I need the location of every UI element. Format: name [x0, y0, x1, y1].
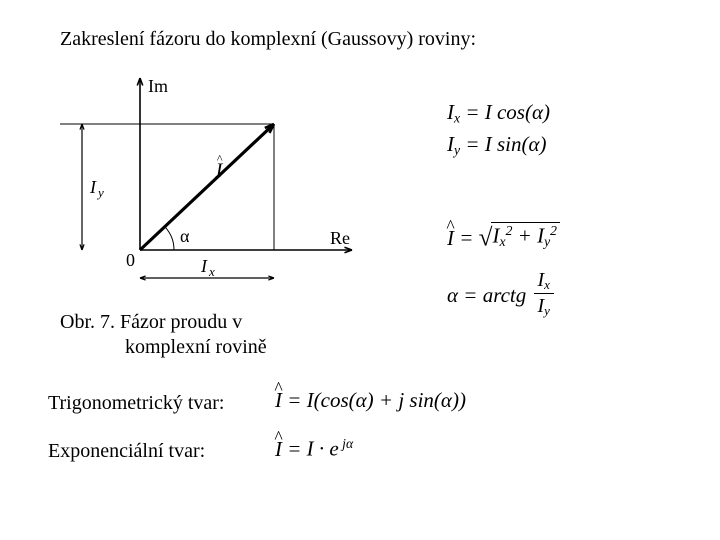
eq-alpha-den: I	[538, 295, 545, 317]
phasor-diagram: ImRe0αIxIy^I	[60, 70, 360, 300]
eq-exp-Ihat: I	[275, 437, 282, 462]
eq-Ix-sym: I	[447, 100, 454, 124]
figure-caption: Obr. 7. Fázor proudu v komplexní rovině	[60, 310, 267, 360]
svg-text:x: x	[208, 264, 215, 279]
svg-text:y: y	[96, 185, 104, 200]
eq-trig-Ihat: I	[275, 388, 282, 413]
exp-label: Exponenciální tvar:	[48, 440, 205, 463]
svg-text:I: I	[200, 256, 208, 276]
svg-text:I: I	[215, 160, 224, 182]
eq-mag-b: I	[537, 224, 544, 248]
eq-alpha-num-sub: x	[544, 277, 550, 292]
eq-Ix-rest: = I cos(α)	[460, 100, 550, 124]
eq-Iy-rest: = I sin(α)	[460, 132, 546, 156]
eq-mag-Ihat: I	[447, 226, 454, 251]
page-title: Zakreslení fázoru do komplexní (Gaussovy…	[60, 28, 476, 51]
eq-exp-a: = I · e	[282, 437, 339, 461]
eq-alpha-den-sub: y	[544, 304, 550, 319]
sqrt-icon: √Ix2 + Iy2	[479, 222, 560, 250]
eq-trig-b: (cos(α) + j sin(α))	[314, 388, 466, 412]
page-root: Zakreslení fázoru do komplexní (Gaussovy…	[0, 0, 720, 540]
fraction-icon: IxIy	[534, 268, 554, 320]
caption-line2: komplexní rovině	[125, 336, 267, 358]
phasor-svg: ImRe0αIxIy^I	[60, 70, 360, 300]
eq-mag-plus: +	[512, 224, 537, 248]
eq-alpha-num: I	[538, 269, 545, 291]
eq-exp-sup: jα	[339, 436, 353, 451]
svg-text:I: I	[89, 177, 97, 197]
eq-mag-b-sup: 2	[550, 223, 557, 238]
eq-mag-a: I	[493, 224, 500, 248]
eq-trig-a: = I	[282, 388, 314, 412]
eq-Iy-sym: I	[447, 132, 454, 156]
caption-line1: Obr. 7. Fázor proudu v	[60, 311, 242, 333]
svg-text:0: 0	[126, 250, 135, 270]
svg-text:Im: Im	[148, 76, 168, 96]
trig-label: Trigonometrický tvar:	[48, 392, 224, 415]
svg-text:α: α	[180, 226, 190, 246]
eq-mag-eq: =	[454, 226, 479, 250]
eq-alpha-lhs: α = arctg	[447, 283, 532, 307]
svg-text:Re: Re	[330, 228, 350, 248]
